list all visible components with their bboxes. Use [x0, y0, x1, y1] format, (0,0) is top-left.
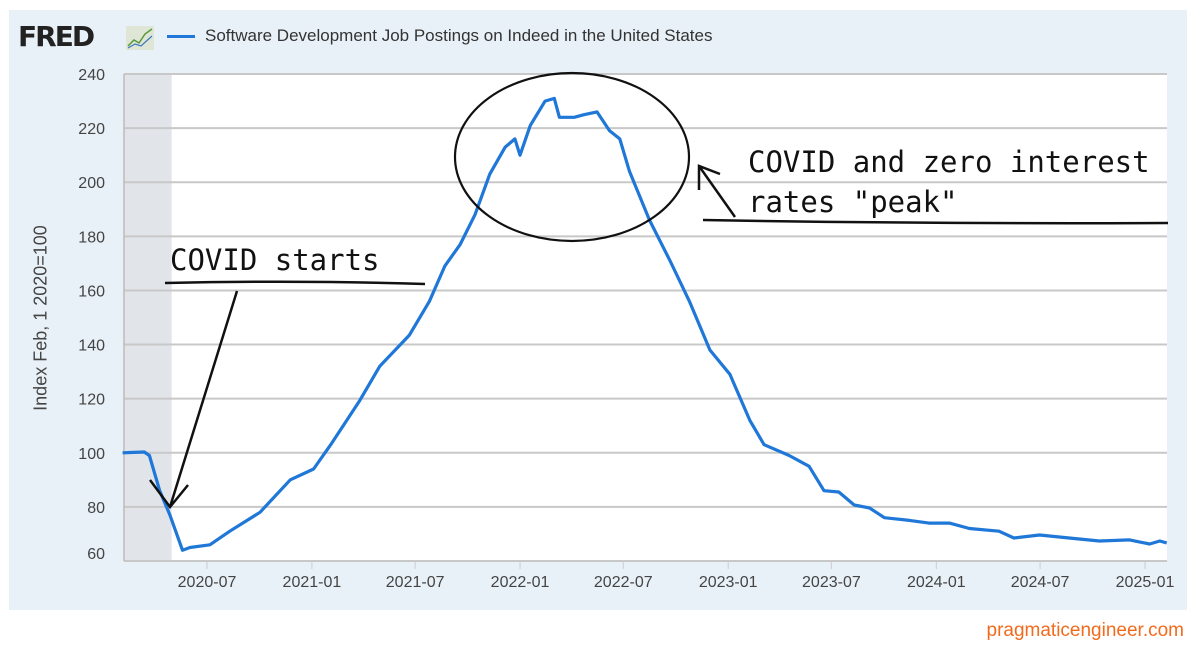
legend-swatch [167, 35, 195, 38]
x-tick-label: 2022-07 [594, 574, 653, 591]
fred-logo[interactable]: FRED [18, 20, 95, 53]
y-tick-label: 240 [78, 67, 105, 84]
x-tick-label: 2023-01 [699, 574, 758, 591]
y-tick-label: 60 [87, 546, 105, 563]
y-tick-label: 80 [87, 500, 105, 517]
x-tick-label: 2021-01 [283, 574, 342, 591]
y-tick-label: 220 [78, 121, 105, 138]
y-tick-label: 160 [78, 283, 105, 300]
x-tick-label: 2024-01 [907, 574, 966, 591]
annotation-underline [702, 218, 1169, 225]
x-tick-label: 2023-07 [802, 574, 861, 591]
legend-label: Software Development Job Postings on Ind… [205, 26, 713, 45]
y-tick-label: 100 [78, 446, 105, 463]
fred-chart-icon [126, 26, 154, 50]
x-tick-label: 2022-01 [491, 574, 550, 591]
x-tick-label: 2025-01 [1116, 574, 1175, 591]
x-tick-label: 2020-07 [178, 574, 237, 591]
annotation-peak-line2: rates "peak" [748, 185, 958, 219]
recession-shade [124, 74, 172, 561]
x-tick-label: 2024-07 [1011, 574, 1070, 591]
y-tick-label: 120 [78, 392, 105, 409]
plot-area [124, 74, 1167, 561]
annotation-peak-line1: COVID and zero interest [748, 145, 1150, 179]
credit-text[interactable]: pragmaticengineer.com [986, 620, 1185, 641]
y-tick-label: 200 [78, 175, 105, 192]
y-tick-label: 140 [78, 338, 105, 355]
x-tick-label: 2021-07 [386, 574, 445, 591]
arrow-icon [148, 290, 239, 510]
series-line [122, 96, 1168, 552]
annotation-underline [164, 280, 426, 286]
annotation-covid-starts: COVID starts [170, 243, 380, 277]
arrow-icon [697, 164, 737, 218]
y-tick-label: 180 [78, 229, 105, 246]
peak-circle [453, 71, 691, 243]
